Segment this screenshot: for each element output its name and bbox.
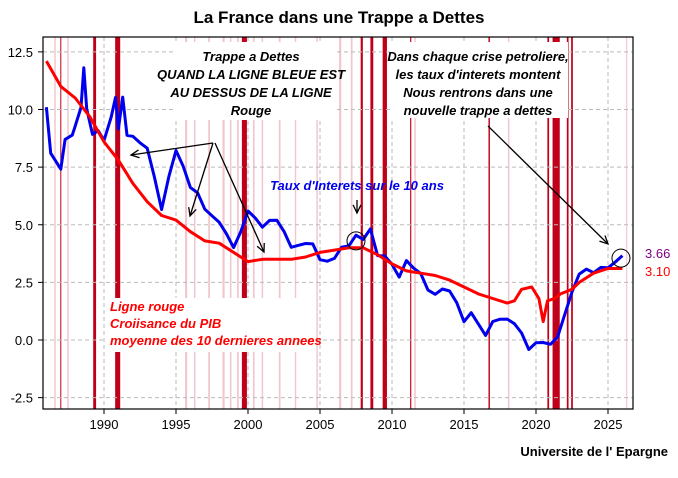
arrow-head xyxy=(129,149,140,159)
recession-band xyxy=(194,37,196,409)
x-tick-label: 2000 xyxy=(234,417,263,432)
oil-box-line: nouvelle trappe a dettes xyxy=(404,103,553,118)
highlight-circle xyxy=(346,231,366,251)
x-tick-label: 1990 xyxy=(90,417,119,432)
red-series-label-line: Ligne rouge xyxy=(110,299,184,314)
recession-band xyxy=(60,37,62,409)
arrows xyxy=(129,125,610,254)
gdp-growth-line xyxy=(45,60,623,324)
recession-band xyxy=(261,37,264,409)
trap-box-line: AU DESSUS DE LA LIGNE xyxy=(169,85,332,100)
oil-box-line: Nous rentrons dans une xyxy=(403,85,553,100)
recession-band xyxy=(54,37,56,409)
recession-band xyxy=(488,37,490,409)
arrow-head xyxy=(352,204,362,215)
series-lines: 3.66 3.10 xyxy=(44,60,670,351)
arrow-head xyxy=(188,207,197,218)
recession-band xyxy=(252,37,255,409)
arrow-line xyxy=(130,142,214,156)
red-series-label-line: moyenne des 10 dernieres annees xyxy=(110,333,322,348)
recession-band xyxy=(208,37,210,409)
recession-band xyxy=(552,37,560,409)
arrow-line xyxy=(189,142,214,217)
y-tick-label: 7.5 xyxy=(15,160,33,175)
recession-band xyxy=(237,37,239,409)
arrow-head xyxy=(599,235,610,246)
x-tick-label: 1995 xyxy=(162,417,191,432)
recession-band xyxy=(316,37,318,409)
y-tick-label: -2.5 xyxy=(11,391,33,406)
arrow-line xyxy=(487,125,609,245)
axis-ticks: -2.5 0.0 2.5 5.0 7.5 10.0 12.5 1990 1995 2000 2005… xyxy=(8,45,623,432)
recession-band xyxy=(93,37,97,409)
last-value-rate: 3.66 xyxy=(645,246,670,261)
trap-box-line: Rouge xyxy=(231,103,271,118)
x-tick-label: 2005 xyxy=(306,417,335,432)
recession-band xyxy=(230,37,232,409)
chart-title: La France dans une Trappe a Dettes xyxy=(194,8,485,27)
recession-band xyxy=(547,37,550,409)
blue-series-label: Taux d'Interets sur le 10 ans xyxy=(270,178,444,193)
grid xyxy=(43,37,633,409)
oil-box-line: les taux d'interets montent xyxy=(396,67,562,82)
recession-band xyxy=(507,37,510,409)
oil-box-bg xyxy=(390,42,568,118)
recession-band xyxy=(370,37,374,409)
recession-band xyxy=(339,37,342,409)
plot-frame xyxy=(42,36,634,410)
recession-band xyxy=(350,37,353,409)
recession-band xyxy=(571,37,573,409)
recession-band xyxy=(115,37,121,409)
recession-band xyxy=(185,37,188,409)
red-series-label-line: Croiisance du PIB xyxy=(110,316,221,331)
x-tick-label: 2020 xyxy=(522,417,551,432)
highlight-circle xyxy=(611,248,631,268)
x-tick-label: 2010 xyxy=(378,417,407,432)
interest-rate-line xyxy=(44,66,624,351)
recession-band xyxy=(360,37,363,409)
recession-band xyxy=(414,37,416,409)
source-label: Universite de l' Epargne xyxy=(520,444,668,459)
recession-band xyxy=(382,37,387,409)
annotation-boxes: Trappe a Dettes QUAND LA LIGNE BLEUE EST A… xyxy=(106,42,569,352)
trap-box-bg xyxy=(175,42,335,120)
red-label-bg xyxy=(106,298,306,352)
recession-band xyxy=(566,37,569,409)
recession-band xyxy=(294,37,297,409)
x-tick-label: 2025 xyxy=(594,417,623,432)
last-value-gdp: 3.10 xyxy=(645,264,670,279)
oil-box-line: Dans chaque crise petroliere, xyxy=(387,49,568,64)
x-tick-label: 2015 xyxy=(450,417,479,432)
recession-band xyxy=(67,37,69,409)
arrow-head xyxy=(256,242,265,254)
recession-band xyxy=(410,37,412,409)
trap-box-line: Trappe a Dettes xyxy=(202,49,299,64)
y-tick-label: 10.0 xyxy=(8,103,33,118)
y-tick-label: 0.0 xyxy=(15,333,33,348)
y-tick-label: 12.5 xyxy=(8,45,33,60)
trap-box-line: QUAND LA LIGNE BLEUE EST xyxy=(157,67,346,82)
arrow-line xyxy=(214,142,265,253)
recession-band xyxy=(626,37,628,409)
y-tick-label: 5.0 xyxy=(15,218,33,233)
recession-band xyxy=(222,37,225,409)
y-tick-label: 2.5 xyxy=(15,275,33,290)
